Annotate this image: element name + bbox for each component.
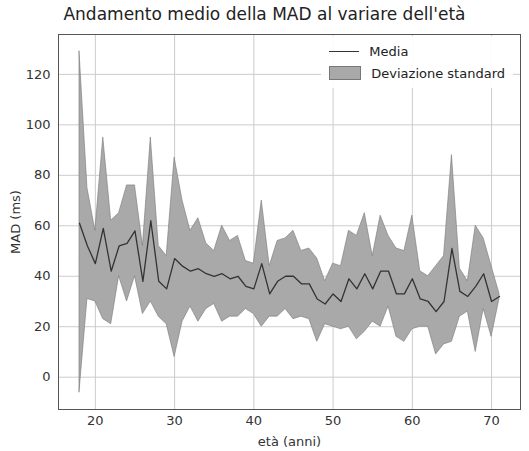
svg-text:20: 20 <box>34 319 51 334</box>
svg-text:0: 0 <box>42 369 50 384</box>
svg-text:30: 30 <box>166 413 183 428</box>
html-text:Andamento medio della MAD al v: Andamento medio della MAD al variare del… <box>63 4 466 24</box>
svg-text:40: 40 <box>34 268 51 283</box>
html-text:Media: Media <box>369 43 409 59</box>
svg-text:60: 60 <box>34 218 51 233</box>
svg-text:100: 100 <box>26 117 51 132</box>
svg-text:MAD (ms): MAD (ms) <box>8 190 23 254</box>
html-text:Deviazione standard: Deviazione standard <box>371 65 505 81</box>
svg-text:50: 50 <box>325 413 342 428</box>
svg-text:80: 80 <box>34 167 51 182</box>
svg-text:40: 40 <box>246 413 263 428</box>
svg-text:70: 70 <box>483 413 500 428</box>
svg-text:20: 20 <box>87 413 104 428</box>
svg-text:120: 120 <box>26 67 51 82</box>
svg-text:età (anni): età (anni) <box>258 434 321 449</box>
svg-text:60: 60 <box>404 413 421 428</box>
